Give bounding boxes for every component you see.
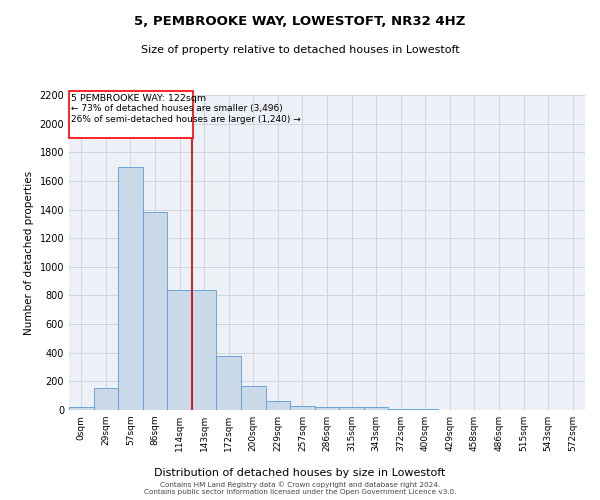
Bar [118,166,143,410]
Text: Size of property relative to detached houses in Lowestoft: Size of property relative to detached ho… [140,45,460,55]
Bar [167,290,192,410]
Text: Distribution of detached houses by size in Lowestoft: Distribution of detached houses by size … [154,468,446,477]
Text: Contains HM Land Registry data © Crown copyright and database right 2024.
Contai: Contains HM Land Registry data © Crown c… [144,482,456,495]
Bar [217,356,241,410]
Bar [69,90,193,138]
Text: 26% of semi-detached houses are larger (1,240) →: 26% of semi-detached houses are larger (… [71,115,301,124]
Bar [290,406,315,410]
Bar [94,388,118,410]
Bar [241,386,266,410]
Bar [69,407,94,410]
Bar [266,402,290,410]
Bar [364,407,388,410]
Y-axis label: Number of detached properties: Number of detached properties [24,170,34,334]
Text: ← 73% of detached houses are smaller (3,496): ← 73% of detached houses are smaller (3,… [71,104,283,114]
Bar [339,407,364,410]
Text: 5, PEMBROOKE WAY, LOWESTOFT, NR32 4HZ: 5, PEMBROOKE WAY, LOWESTOFT, NR32 4HZ [134,15,466,28]
Text: 5 PEMBROOKE WAY: 122sqm: 5 PEMBROOKE WAY: 122sqm [71,94,206,102]
Bar [143,212,167,410]
Bar [315,407,339,410]
Bar [192,290,217,410]
